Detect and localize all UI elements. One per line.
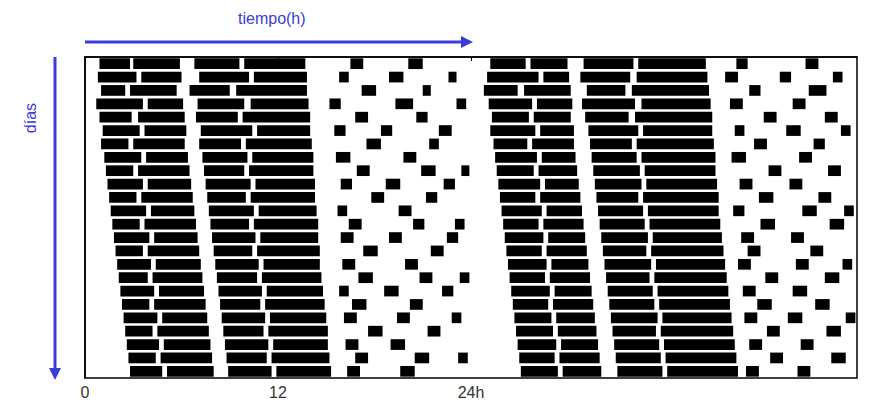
svg-text:12: 12 (269, 384, 287, 401)
svg-text:días: días (22, 103, 39, 133)
svg-text:24h: 24h (458, 384, 485, 401)
svg-text:tiempo(h): tiempo(h) (238, 10, 306, 27)
svg-text:0: 0 (81, 384, 90, 401)
